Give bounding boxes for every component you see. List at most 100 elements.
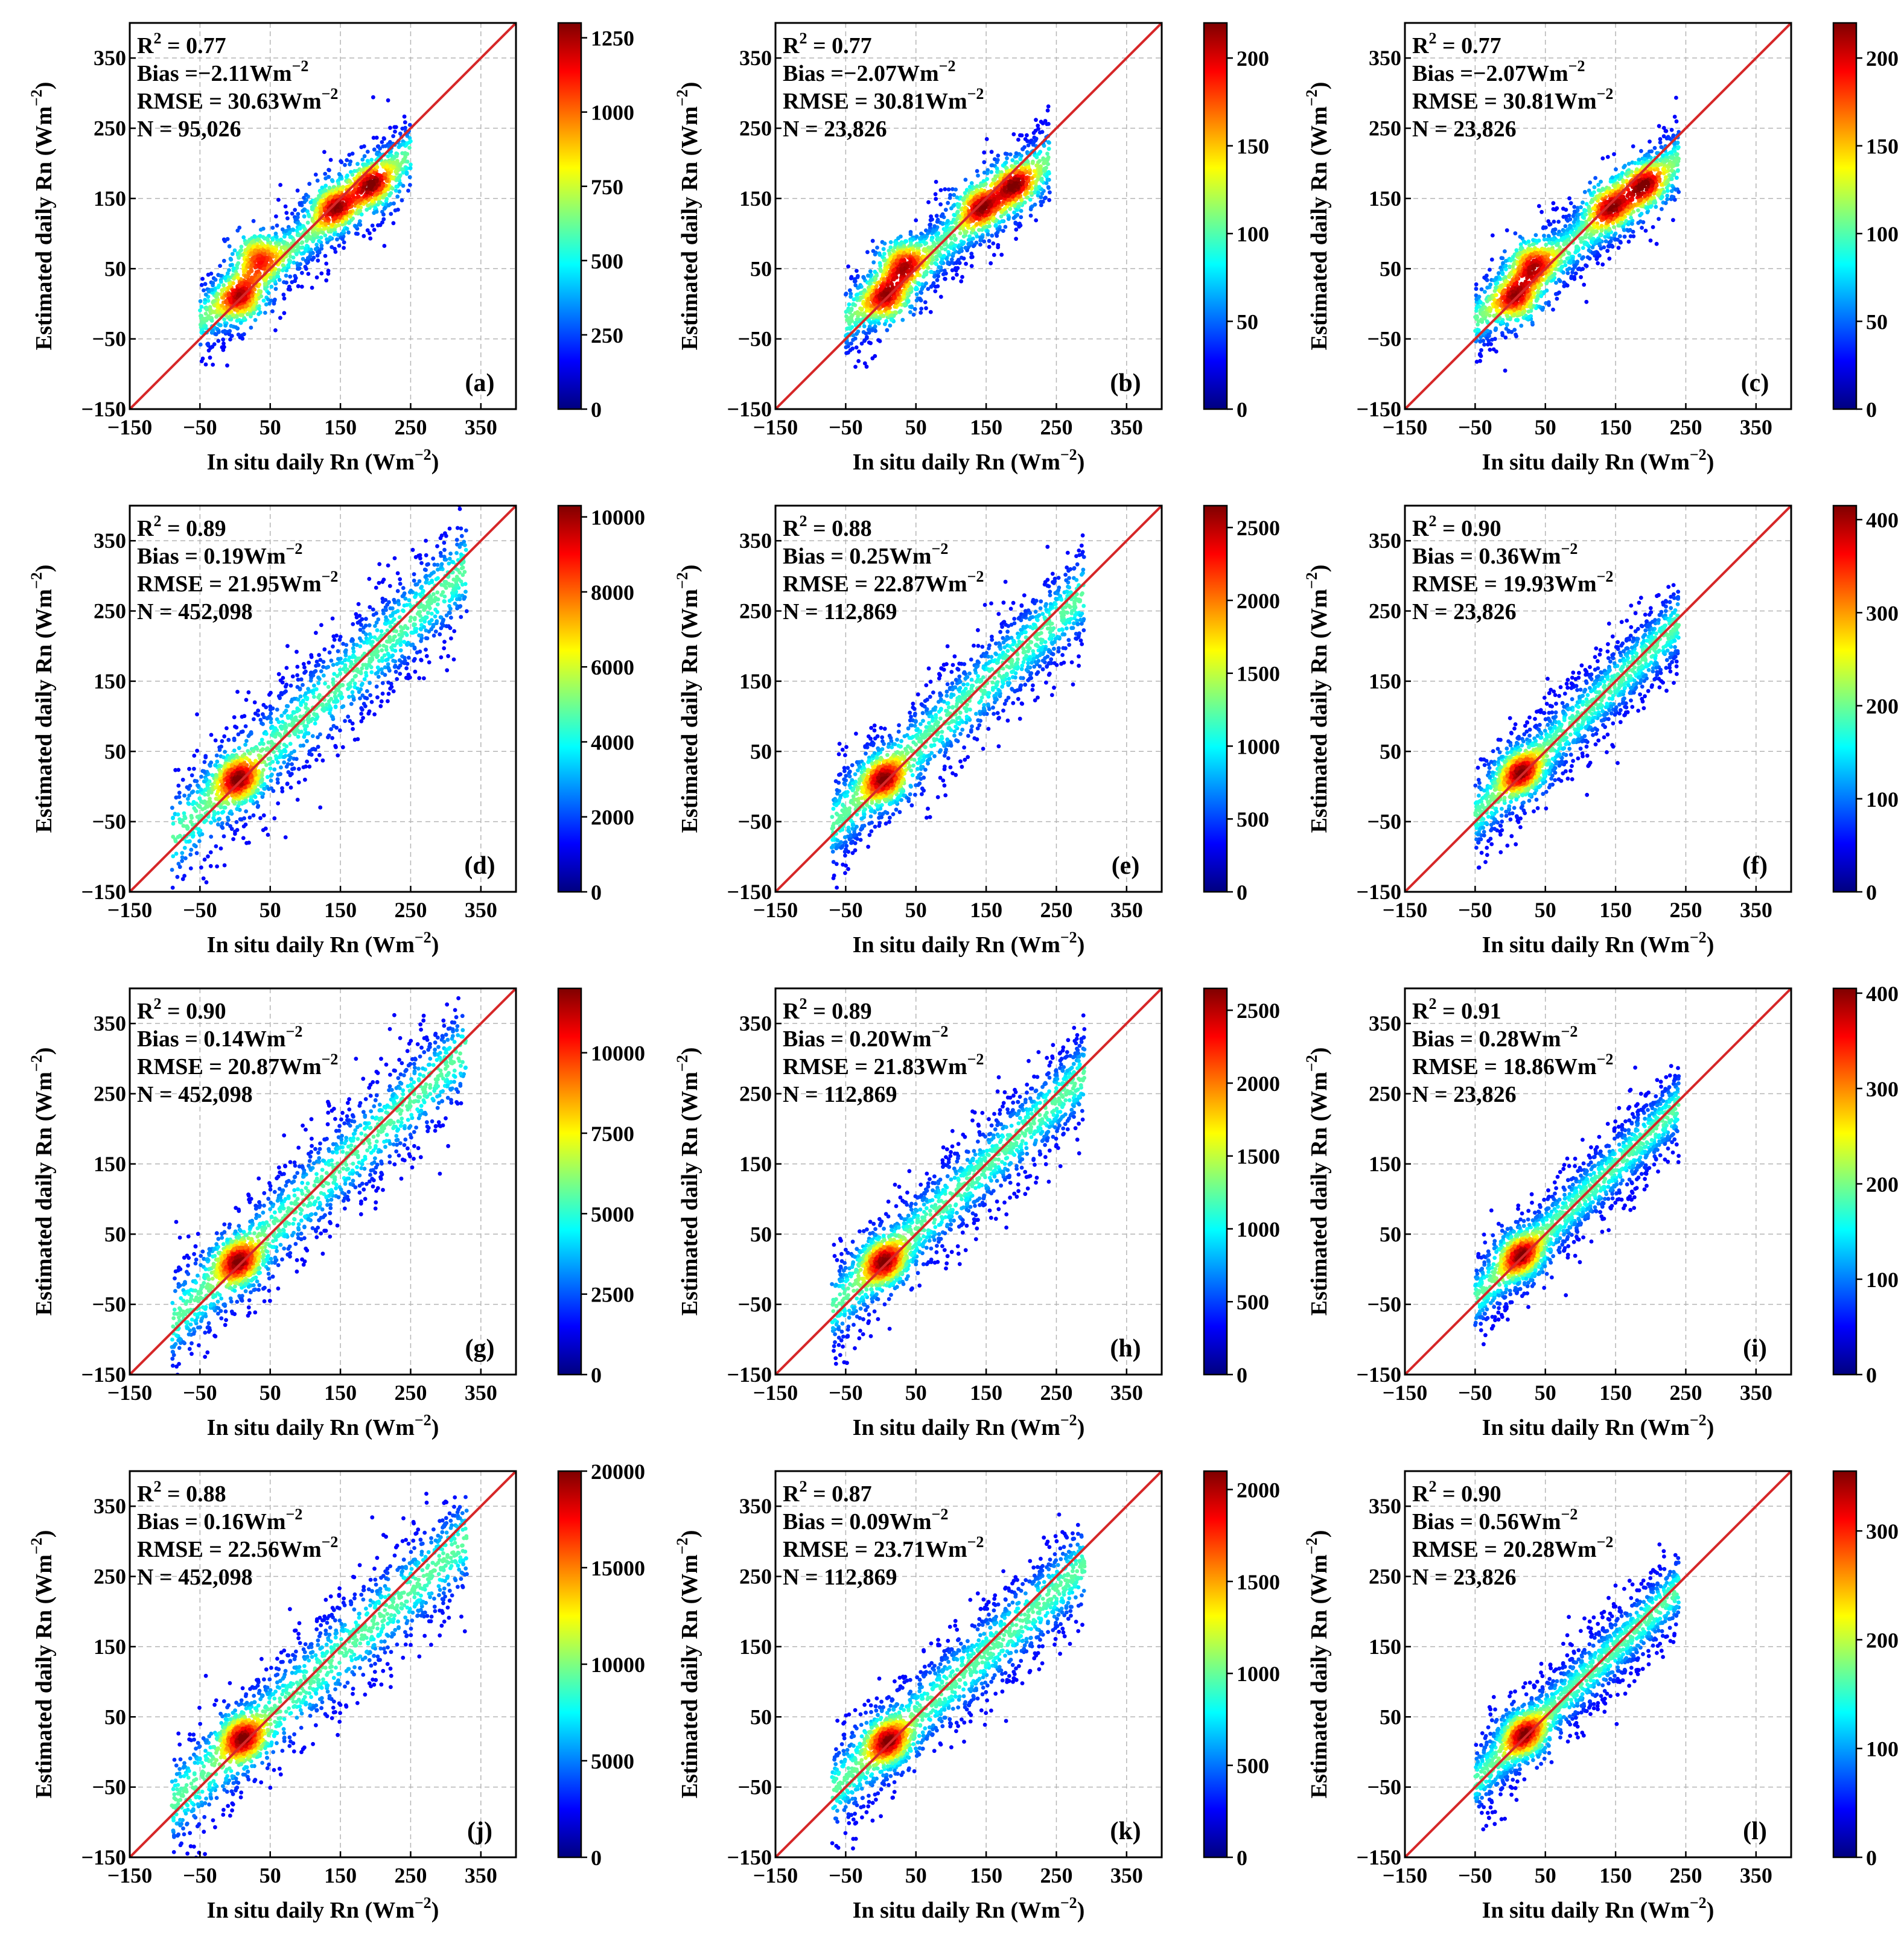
- density-point: [1005, 194, 1010, 199]
- density-point: [1016, 194, 1020, 199]
- density-point: [220, 304, 224, 308]
- density-point: [270, 226, 275, 230]
- density-point: [894, 241, 899, 245]
- density-point: [227, 244, 232, 249]
- density-point: [232, 276, 236, 281]
- r2-exponent: 2: [153, 30, 161, 47]
- density-point: [246, 262, 250, 267]
- density-point: [304, 267, 308, 271]
- density-point: [370, 199, 375, 203]
- density-point: [253, 297, 258, 302]
- density-point: [347, 153, 352, 157]
- colorbar-tick-label: 50: [1237, 310, 1258, 334]
- density-point: [257, 264, 262, 269]
- density-point: [999, 173, 1004, 177]
- density-point: [401, 142, 406, 147]
- density-point: [253, 318, 258, 322]
- density-point: [1020, 166, 1025, 171]
- density-point: [972, 197, 977, 202]
- density-point: [266, 249, 270, 254]
- density-point: [1568, 201, 1573, 206]
- density-point: [366, 203, 370, 208]
- density-point: [269, 298, 273, 303]
- density-point: [228, 329, 232, 334]
- density-point: [221, 348, 226, 352]
- density-point: [312, 199, 317, 204]
- density-point: [215, 305, 220, 310]
- density-point: [407, 140, 412, 145]
- density-point: [365, 176, 370, 181]
- density-point: [1037, 159, 1042, 164]
- density-point: [381, 212, 386, 217]
- density-point: [305, 209, 310, 214]
- density-point: [1033, 190, 1037, 195]
- density-point: [933, 289, 938, 293]
- density-point: [284, 273, 288, 278]
- density-point: [343, 202, 348, 207]
- density-point: [238, 313, 243, 317]
- density-point: [859, 308, 864, 312]
- density-point: [296, 264, 300, 268]
- density-point: [1045, 157, 1050, 162]
- density-point: [231, 266, 236, 271]
- density-point: [1037, 151, 1041, 156]
- density-point: [969, 252, 974, 256]
- density-point: [346, 194, 351, 199]
- density-point: [1017, 171, 1022, 175]
- density-point: [1028, 207, 1033, 212]
- density-point: [897, 241, 902, 246]
- density-point: [902, 302, 907, 307]
- density-point: [987, 224, 992, 229]
- density-point: [1006, 217, 1011, 221]
- density-point: [1013, 221, 1018, 226]
- density-point: [326, 269, 331, 273]
- density-point: [252, 311, 256, 316]
- n-stat: N = 95,026: [137, 116, 241, 142]
- bias-stat: Bias =−2.11Wm−2: [137, 57, 308, 86]
- density-point: [307, 182, 312, 186]
- density-point: [276, 242, 281, 247]
- density-point: [374, 186, 378, 190]
- density-point: [919, 291, 924, 295]
- density-point: [871, 260, 876, 265]
- density-point: [229, 323, 234, 328]
- density-point: [403, 154, 407, 159]
- density-point: [1034, 136, 1039, 141]
- density-point: [983, 205, 987, 210]
- density-point: [1481, 339, 1486, 343]
- density-point: [864, 293, 869, 297]
- one-to-one-line: [130, 23, 516, 409]
- density-point: [307, 214, 311, 218]
- density-point: [221, 283, 226, 288]
- density-point: [991, 241, 996, 246]
- density-point: [288, 235, 293, 240]
- density-point: [209, 319, 214, 323]
- density-point: [1596, 261, 1600, 266]
- density-point: [979, 188, 984, 192]
- density-point: [976, 227, 981, 232]
- density-point: [315, 253, 320, 258]
- density-point: [328, 212, 333, 217]
- density-point: [393, 170, 398, 174]
- density-point: [386, 203, 391, 208]
- density-point: [247, 271, 252, 276]
- density-point: [348, 199, 352, 203]
- y-tick-label: −150: [81, 397, 126, 421]
- density-point: [320, 185, 325, 190]
- density-point: [1036, 193, 1040, 198]
- density-point: [403, 126, 407, 130]
- density-point: [387, 160, 392, 165]
- density-point: [885, 328, 890, 332]
- density-point: [362, 181, 367, 186]
- density-point: [329, 228, 334, 233]
- density-point: [345, 173, 349, 178]
- density-point: [1024, 176, 1028, 181]
- density-point: [854, 345, 859, 350]
- density-point: [877, 321, 881, 326]
- density-point: [298, 201, 302, 205]
- density-point: [949, 236, 954, 241]
- density-point: [342, 240, 346, 244]
- density-point: [321, 203, 326, 207]
- density-point: [882, 252, 887, 256]
- density-point: [296, 284, 301, 288]
